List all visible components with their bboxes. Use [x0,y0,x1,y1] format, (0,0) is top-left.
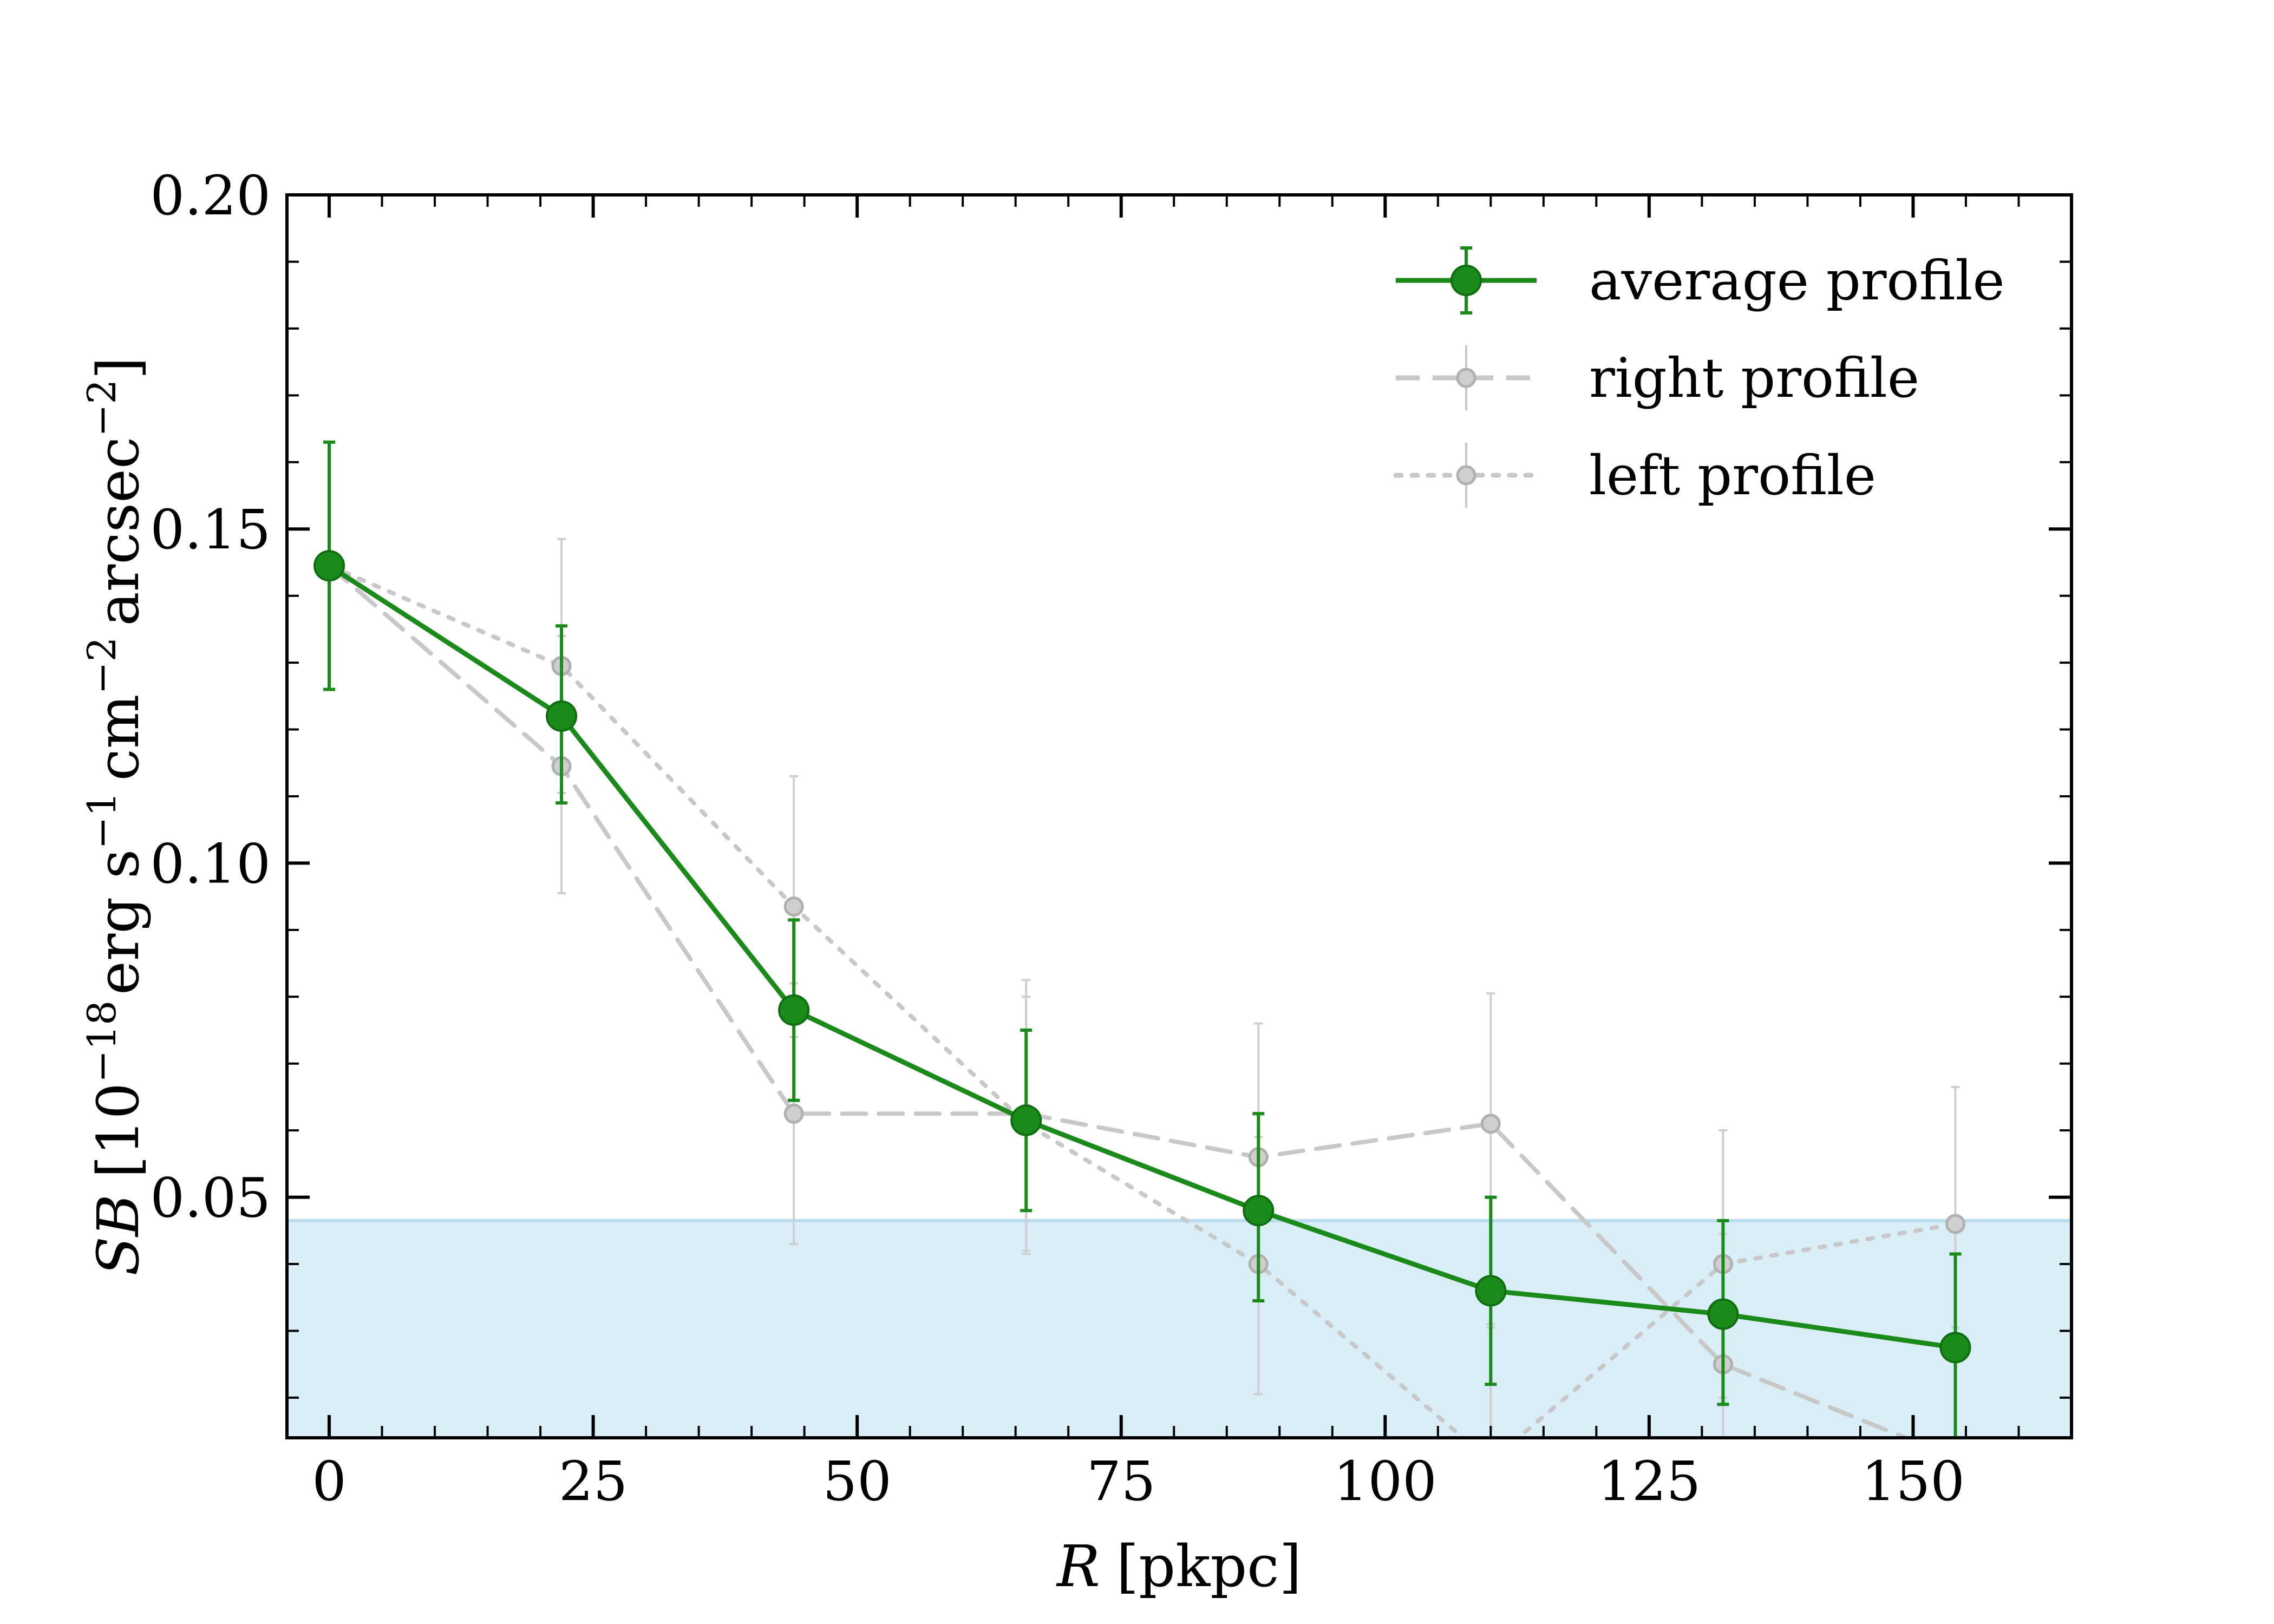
x-tick-label: 50 [823,1450,892,1513]
data-point-average [1939,1332,1971,1364]
data-point-average [1010,1104,1042,1136]
x-tick-label: 125 [1597,1450,1701,1513]
data-point-average [546,700,578,732]
y-tick-label: 0.15 [150,498,271,561]
data-point-right [1480,1114,1501,1134]
x-axis-symbol: R [1056,1533,1100,1600]
data-point-right [783,1103,804,1124]
data-point-left [1945,1214,1965,1234]
x-tick-label: 0 [312,1450,347,1513]
data-point-average [313,550,345,582]
x-axis-unit: [pkpc] [1116,1533,1302,1600]
legend-label-right: right profile [1589,346,1919,410]
y-tick-labels: 0.05 0.10 0.15 0.20 [150,164,271,1230]
series-line-right [327,564,1912,1438]
legend-marker-right [1456,368,1476,388]
data-point-average [1243,1195,1275,1227]
x-tick-labels: 0 25 50 75 100 125 150 [312,1450,1965,1513]
y-tick-label: 0.05 [150,1167,271,1230]
y-tick-label: 0.20 [150,164,271,227]
data-point-average [1707,1298,1739,1330]
shaded-band-layer [287,1219,2072,1438]
x-tick-label: 75 [1087,1450,1155,1513]
y-axis-symbol: SB [85,1194,152,1276]
x-tick-label: 100 [1334,1450,1437,1513]
series-line-left [327,564,1958,1438]
data-point-left [783,896,804,917]
noise-band [287,1220,2072,1438]
legend-entry-average: average profile [1396,246,2005,315]
data-point-average [1475,1275,1507,1307]
legend-entry-right: right profile [1396,345,1919,410]
x-tick-label: 150 [1861,1450,1965,1513]
x-axis-label: R [pkpc] [1056,1533,1302,1600]
legend-entry-left: left profile [1393,443,1876,508]
x-tick-label: 25 [559,1450,628,1513]
series-layer [313,440,1971,1438]
legend-label-left: left profile [1589,444,1876,507]
y-tick-label: 0.10 [150,832,271,895]
series-line-average [326,563,1958,1350]
legend: average profile right profile left profi… [1393,246,2005,508]
legend-marker-left [1456,465,1476,486]
legend-marker-average [1450,265,1482,296]
series-average [313,440,1971,1438]
data-point-average [778,994,810,1026]
plot-frame [285,193,2073,1439]
y-axis-label: SB[10−18erg s−1cm−2arcsec−2] [79,357,152,1275]
legend-label-average: average profile [1589,249,2005,312]
